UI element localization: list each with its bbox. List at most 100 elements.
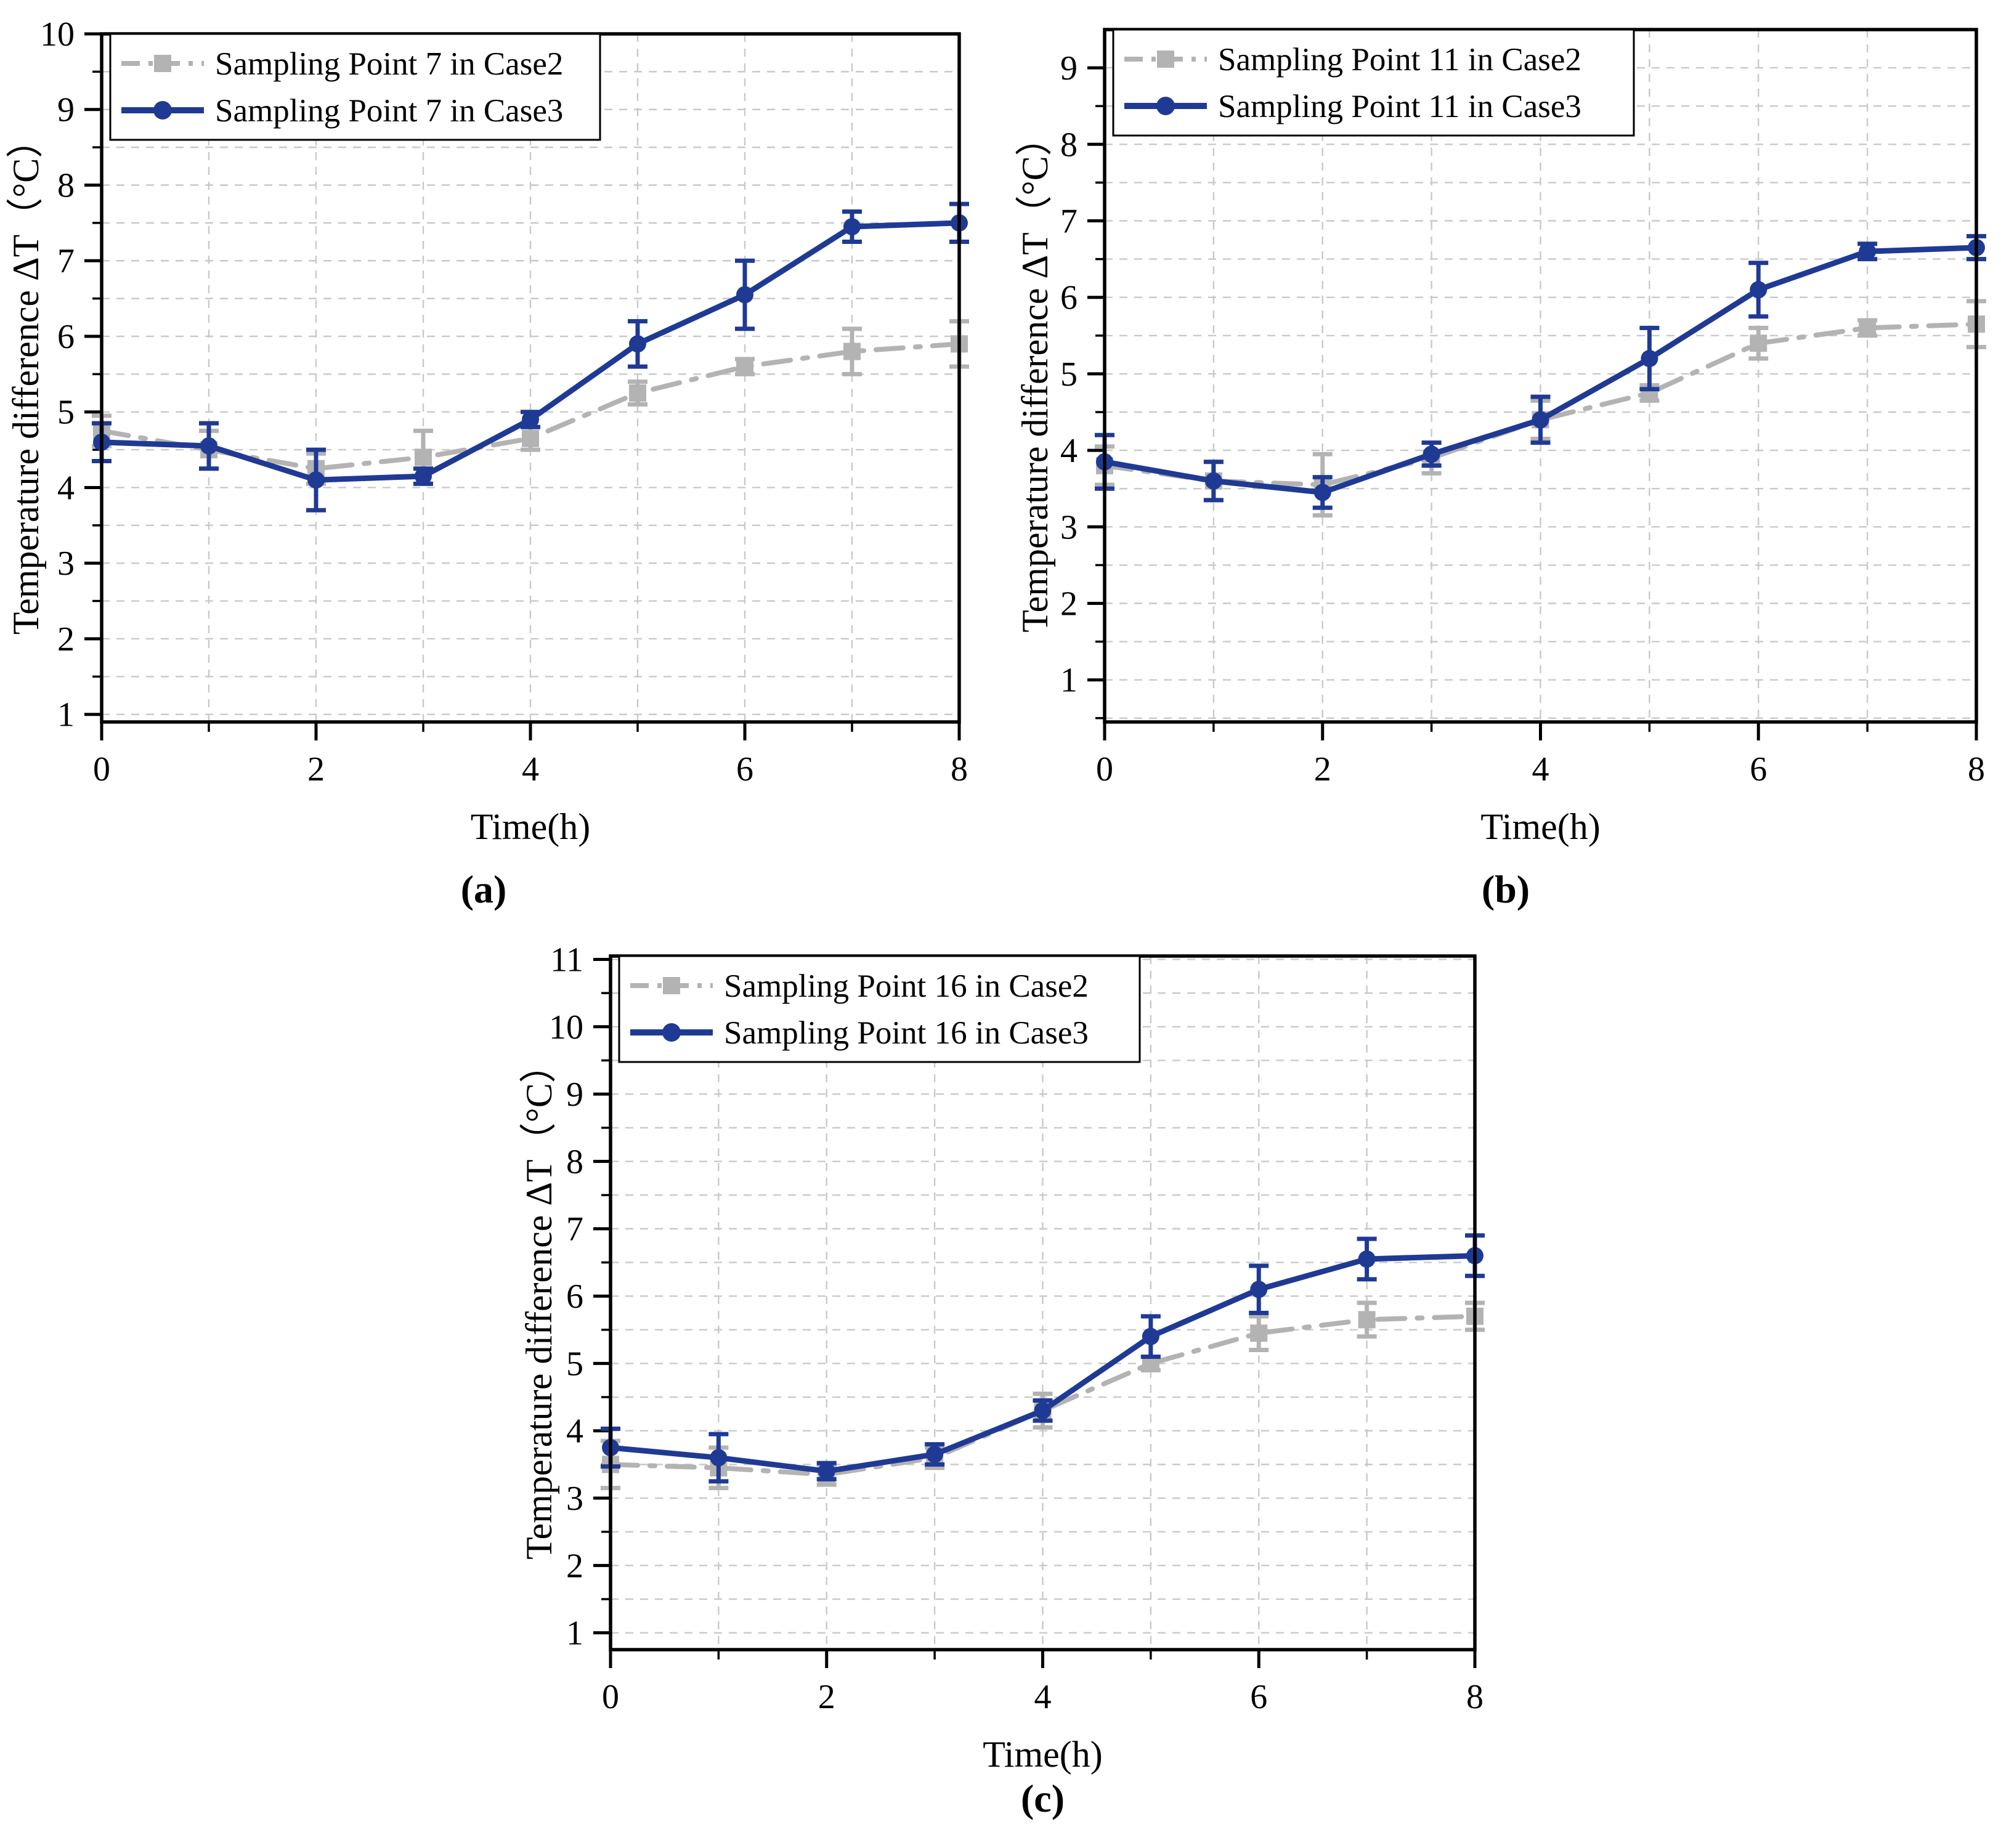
chart-panel-b: 1 2 3 4 5 6 7 8 9 0 2 4 6 8 Sampling Point 11 in Case2… xyxy=(1010,0,2001,924)
y-tick-label: 4 xyxy=(566,1412,583,1451)
legend-box xyxy=(109,33,601,141)
circle-marker xyxy=(1358,1250,1376,1268)
y-tick-label: 3 xyxy=(1060,508,1078,546)
legend-square-marker xyxy=(663,977,680,994)
circle-marker xyxy=(1532,411,1549,429)
series-line xyxy=(1102,322,1979,487)
y-tick-label: 3 xyxy=(57,545,75,583)
y-tick-label: 4 xyxy=(1060,432,1078,470)
circle-marker xyxy=(843,218,861,236)
circle-marker xyxy=(1034,1401,1052,1419)
legend-square-marker xyxy=(1157,51,1174,68)
square-marker xyxy=(1250,1324,1268,1342)
x-axis-title: Time(h) xyxy=(1480,806,1600,847)
circle-marker xyxy=(736,286,753,304)
legend-label: Sampling Point 7 in Case2 xyxy=(215,46,563,82)
legend-label: Sampling Point 7 in Case3 xyxy=(215,93,563,129)
caption-c: (c) xyxy=(1020,1777,1065,1820)
square-marker xyxy=(1358,1311,1376,1329)
x-tick-label: 8 xyxy=(1466,1678,1484,1716)
legend-circle-marker xyxy=(153,101,172,120)
y-tick-label: 11 xyxy=(550,941,583,979)
square-marker xyxy=(736,358,753,376)
y-tick-label: 9 xyxy=(1060,49,1078,87)
y-tick-label: 3 xyxy=(566,1480,583,1518)
y-tick-label: 1 xyxy=(566,1615,583,1653)
legend-box xyxy=(618,955,1141,1063)
y-tick-label: 8 xyxy=(57,166,75,205)
y-tick-label: 6 xyxy=(1060,279,1078,317)
legend-entry xyxy=(121,101,204,120)
legend-label: Sampling Point 16 in Case2 xyxy=(724,968,1089,1004)
legend-square-marker xyxy=(154,55,171,72)
series-line xyxy=(608,1313,1477,1477)
caption-b: (b) xyxy=(1481,867,1530,911)
x-tick-label: 2 xyxy=(307,750,325,788)
x-tick-label: 0 xyxy=(602,1678,619,1716)
y-tick-label: 7 xyxy=(1060,202,1078,240)
legend-circle-marker xyxy=(662,1023,681,1042)
square-marker xyxy=(415,448,432,466)
y-tick-label: 1 xyxy=(1060,662,1078,700)
x-tick-label: 4 xyxy=(1532,750,1549,788)
chart-panel-c: 1 2 3 4 5 6 7 8 9 10 11 0 2 4 6 8 Sampling Point 16 in C… xyxy=(0,924,2001,1848)
legend: Sampling Point 16 in Case2 Sampling Point… xyxy=(618,955,1141,1063)
square-marker xyxy=(629,384,646,402)
circle-marker xyxy=(629,335,646,353)
x-tick-label: 6 xyxy=(736,750,753,788)
x-tick-label: 4 xyxy=(522,750,539,788)
legend-label: Sampling Point 11 in Case3 xyxy=(1218,89,1581,124)
legend: Sampling Point 7 in Case2 Sampling Point … xyxy=(109,33,601,141)
circle-marker xyxy=(522,411,539,429)
y-tick-label: 9 xyxy=(57,91,75,129)
legend-entry xyxy=(630,1023,713,1042)
circle-marker xyxy=(818,1462,835,1480)
legend-circle-marker xyxy=(1156,97,1175,115)
y-tick-label: 6 xyxy=(566,1278,583,1316)
square-marker xyxy=(1859,319,1877,337)
chart-panel-a: 1 2 3 4 5 6 7 8 9 10 0 2 4 6 8 Sampling Point 7 in Case… xyxy=(0,0,1010,924)
y-tick-label: 7 xyxy=(566,1210,583,1249)
y-tick-label: 6 xyxy=(57,318,75,356)
x-axis-title: Time(h) xyxy=(471,806,590,847)
y-tick-label: 1 xyxy=(57,696,75,734)
y-axis-title: Temperature difference ΔT（°C） xyxy=(6,121,46,635)
circle-marker xyxy=(1423,445,1440,463)
axis-ticks xyxy=(84,32,961,740)
axis-ticks xyxy=(593,957,1477,1668)
circle-marker xyxy=(1859,243,1877,261)
circle-marker xyxy=(1204,472,1222,490)
x-tick-label: 6 xyxy=(1250,1678,1267,1716)
x-tick-label: 2 xyxy=(818,1678,835,1716)
circle-marker xyxy=(200,437,217,455)
y-tick-label: 9 xyxy=(566,1076,583,1114)
legend: Sampling Point 11 in Case2 Sampling Point… xyxy=(1112,28,1635,137)
x-tick-label: 0 xyxy=(1096,750,1113,788)
x-axis-title: Time(h) xyxy=(983,1734,1102,1775)
y-tick-label: 5 xyxy=(566,1345,583,1383)
y-tick-label: 2 xyxy=(57,620,75,659)
legend-label: Sampling Point 11 in Case2 xyxy=(1218,42,1581,78)
legend-entry xyxy=(1124,51,1207,68)
chart-c-canvas: 1 2 3 4 5 6 7 8 9 10 11 0 2 4 6 8 Sampling Point 16 in C… xyxy=(519,941,1485,1775)
series-case3 xyxy=(601,1233,1485,1484)
y-tick-label: 5 xyxy=(1060,355,1078,394)
y-axis-title: Temperature difference ΔT（°C） xyxy=(1015,119,1055,633)
x-tick-label: 8 xyxy=(951,750,968,788)
legend-box xyxy=(1112,28,1635,137)
x-tick-label: 4 xyxy=(1034,1678,1052,1716)
y-axis-title: Temperature difference ΔT（°C） xyxy=(519,1046,559,1560)
circle-marker xyxy=(926,1445,944,1463)
legend-label: Sampling Point 16 in Case3 xyxy=(724,1015,1089,1051)
circle-marker xyxy=(1313,484,1331,501)
x-tick-label: 2 xyxy=(1314,750,1331,788)
x-tick-label: 0 xyxy=(93,750,110,788)
y-tick-label: 4 xyxy=(57,469,75,507)
square-marker xyxy=(843,342,861,360)
x-tick-label: 8 xyxy=(1968,750,1985,788)
y-tick-label: 10 xyxy=(40,15,75,54)
x-tick-label: 6 xyxy=(1750,750,1767,788)
y-tick-label: 7 xyxy=(57,242,75,280)
y-tick-label: 8 xyxy=(1060,126,1078,164)
legend-entry xyxy=(121,55,204,72)
